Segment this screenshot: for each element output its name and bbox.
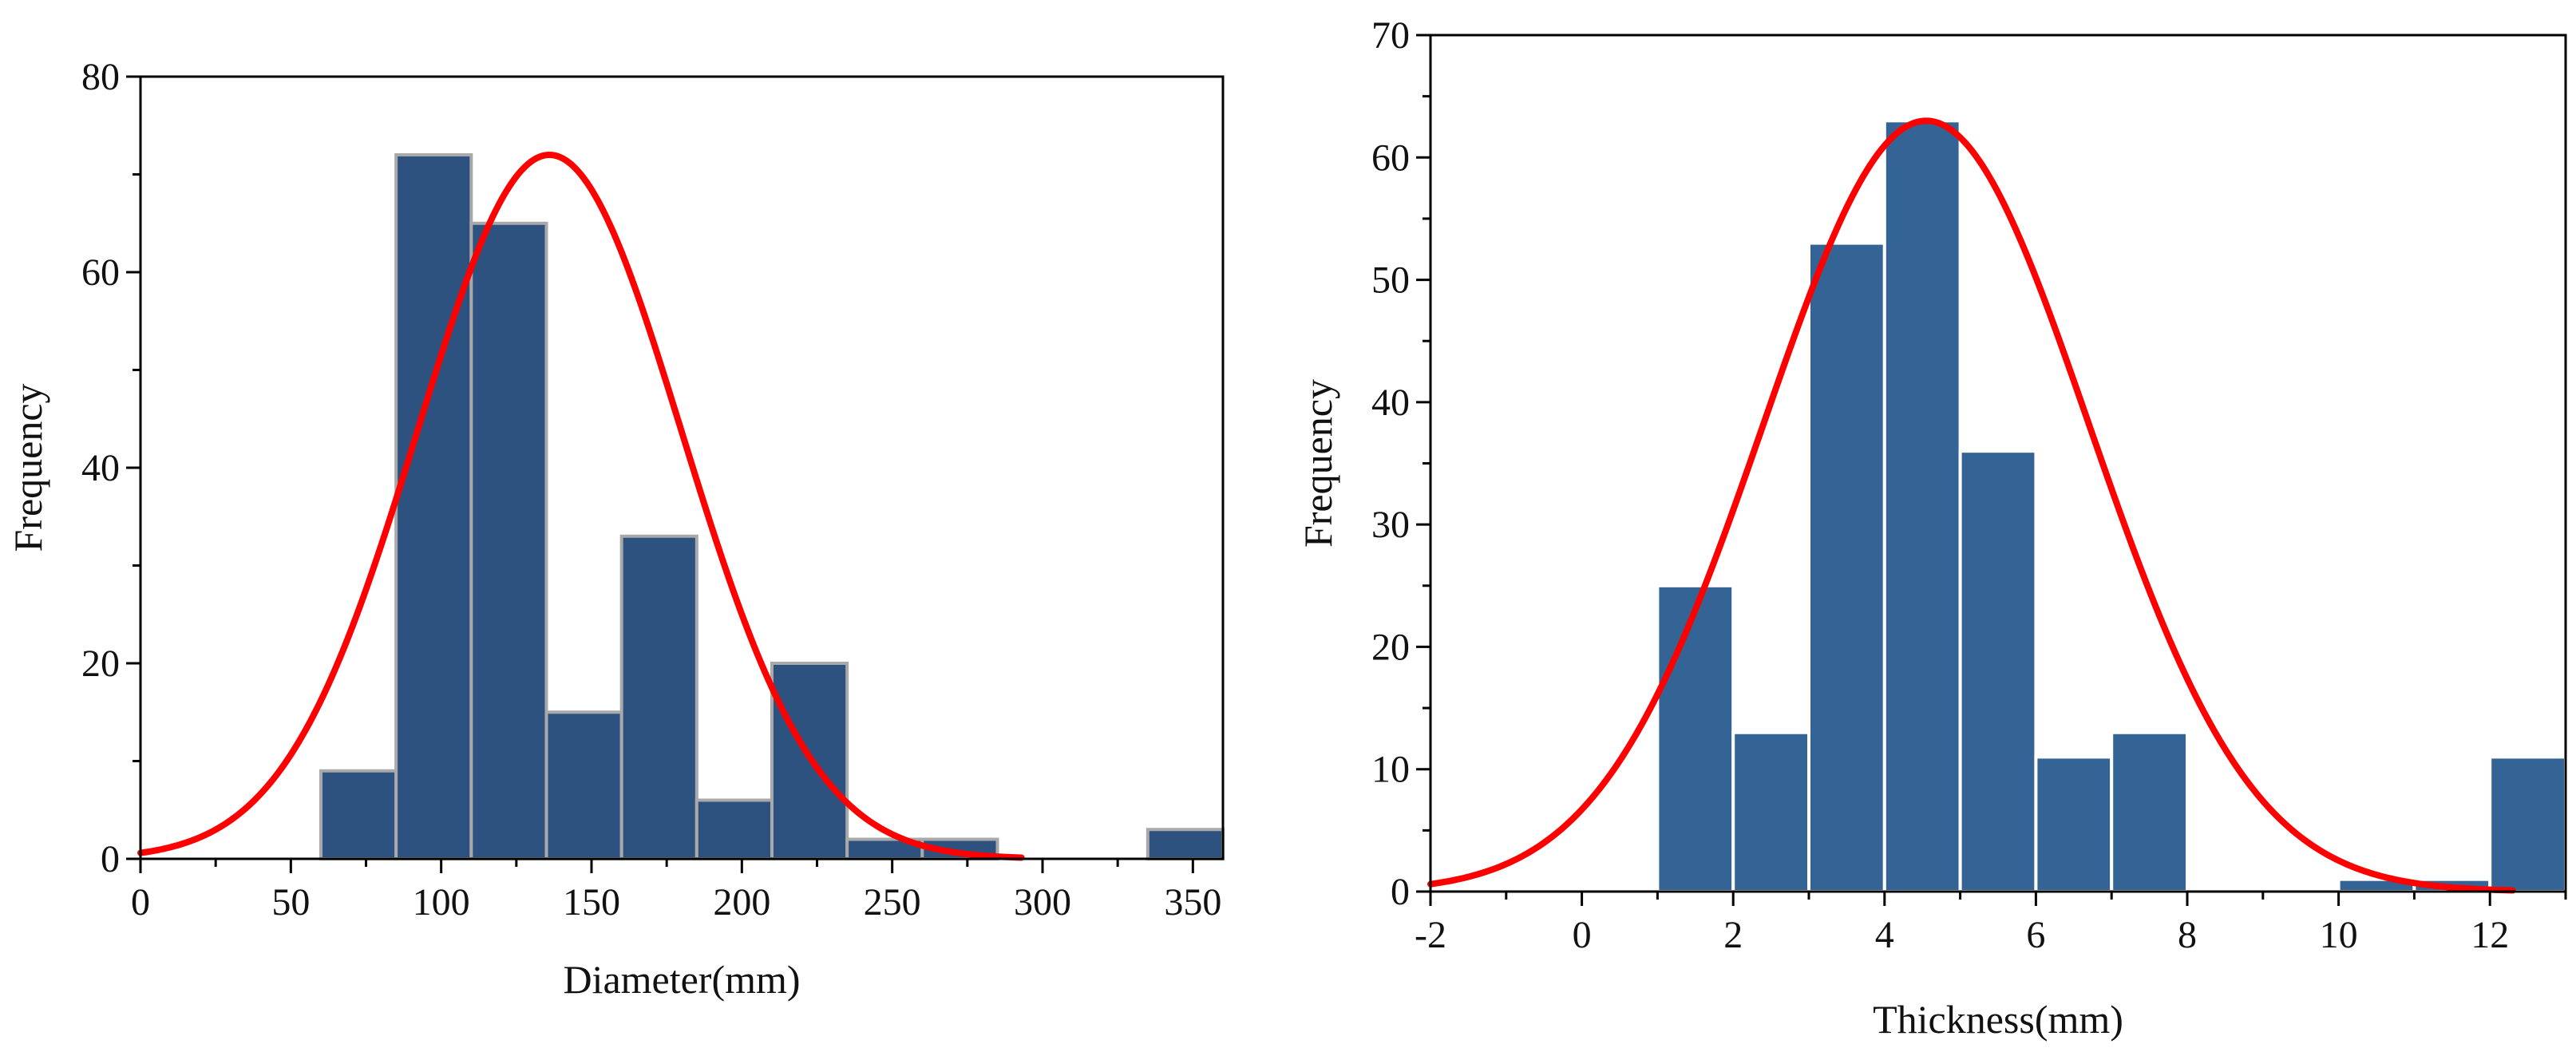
x-tick-label: 10 <box>2320 914 2358 956</box>
normal-fit-curve <box>1427 117 2516 894</box>
normal-fit-curve <box>137 152 1025 861</box>
x-tick-label: 50 <box>271 881 310 923</box>
x-tick-label: 200 <box>713 881 770 923</box>
x-tick-label: 12 <box>2471 914 2509 956</box>
histogram-bar <box>694 798 774 860</box>
x-axis-title: Diameter(mm) <box>563 957 800 1002</box>
x-tick-label: 0 <box>1573 914 1592 956</box>
x-tick-label: 350 <box>1164 881 1221 923</box>
histogram-bar <box>1656 583 1735 893</box>
y-tick-label: 10 <box>1371 749 1410 791</box>
y-tick-label: 30 <box>1371 504 1410 546</box>
histogram-bar <box>1807 241 1886 894</box>
y-tick-label: 40 <box>1371 382 1410 424</box>
y-tick-label: 0 <box>101 838 120 880</box>
y-tick-label: 20 <box>1371 626 1410 668</box>
x-tick-label: 2 <box>1723 914 1743 956</box>
histogram-bar <box>394 153 473 860</box>
y-axis-title: Frequency <box>1296 379 1340 548</box>
y-tick-label: 80 <box>81 56 120 98</box>
y-tick-label: 60 <box>1371 136 1410 179</box>
x-tick-label: 150 <box>563 881 620 923</box>
histogram-bar <box>1731 730 1810 893</box>
x-tick-label: 300 <box>1014 881 1071 923</box>
y-tick-label: 40 <box>81 447 120 489</box>
y-tick-label: 60 <box>81 251 120 294</box>
x-tick-label: -2 <box>1415 914 1446 956</box>
histogram-bar <box>319 769 398 860</box>
histogram-bar <box>1958 449 2038 893</box>
y-tick-label: 50 <box>1371 259 1410 302</box>
y-tick-label: 70 <box>1371 14 1410 57</box>
diameter-histogram: 0 50 100 150 200 250 300 350 0 20 40 60 80 Diameter(m… <box>6 56 1225 1002</box>
x-tick-label: 4 <box>1875 914 1894 956</box>
thickness-histogram: -2 0 2 4 6 8 10 12010203040506070Thickness(mm)F… <box>1296 14 2567 1042</box>
histogram-bar <box>2034 755 2114 894</box>
histogram-bar <box>619 534 698 860</box>
histogram-bar <box>469 221 548 860</box>
y-tick-label: 20 <box>81 643 120 685</box>
histogram-bar <box>2110 730 2189 893</box>
histogram-bar <box>544 710 623 860</box>
x-tick-label: 0 <box>131 881 150 923</box>
histogram-bars <box>319 153 1225 860</box>
x-axis-title: Thickness(mm) <box>1873 997 2123 1042</box>
histogram-bar <box>2488 755 2567 894</box>
histogram-bar <box>1882 119 1962 894</box>
x-tick-label: 100 <box>413 881 470 923</box>
histogram-bars <box>1656 119 2567 894</box>
x-tick-label: 250 <box>864 881 921 923</box>
x-tick-label: 6 <box>2026 914 2045 956</box>
x-tick-label: 8 <box>2178 914 2197 956</box>
y-tick-label: 0 <box>1391 871 1410 913</box>
histogram-bar <box>1146 828 1225 860</box>
y-axis-title: Frequency <box>6 383 50 552</box>
